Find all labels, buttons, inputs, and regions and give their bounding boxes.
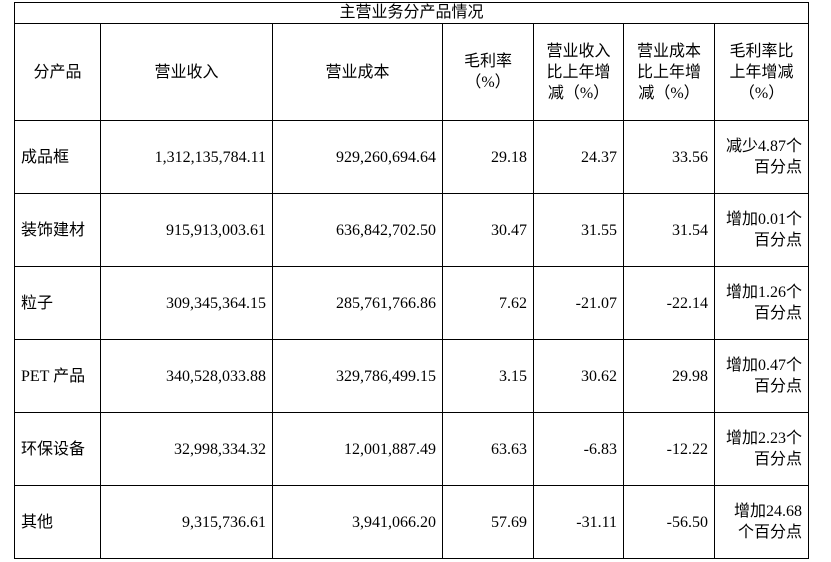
- header-cell: 毛利率（%）: [442, 23, 534, 121]
- header-cell: 分产品: [14, 23, 101, 121]
- header-cell: 营业成本: [272, 23, 443, 121]
- table-cell: 粒子: [14, 266, 101, 340]
- table-row: 环保设备 32,998,334.32 12,001,887.49 63.63 -6.83…: [14, 412, 810, 486]
- table-cell: 30.62: [533, 339, 624, 413]
- table-cell: 57.69: [442, 485, 534, 559]
- table-cell: 9,315,736.61: [100, 485, 273, 559]
- table-cell: -21.07: [533, 266, 624, 340]
- table-cell: 12,001,887.49: [272, 412, 443, 486]
- table-cell: 31.55: [533, 193, 624, 267]
- table-row: PET 产品 340,528,033.88 329,786,499.15 3.15 30…: [14, 339, 810, 413]
- table-cell: 1,312,135,784.11: [100, 120, 273, 194]
- table-cell: 增加0.47个百分点: [713, 339, 810, 413]
- table-cell: 340,528,033.88: [100, 339, 273, 413]
- header-cell: 营业收入: [100, 23, 273, 121]
- table-cell: 装饰建材: [14, 193, 101, 267]
- table-row: 成品框 1,312,135,784.11 929,260,694.64 29.18 24…: [14, 120, 810, 194]
- header-cell: 毛利率比上年增减（%）: [713, 23, 810, 121]
- table-cell: 30.47: [442, 193, 534, 267]
- table-cell: 增加1.26个百分点: [713, 266, 810, 340]
- table-cell: 环保设备: [14, 412, 101, 486]
- table-cell: -22.14: [623, 266, 715, 340]
- table-cell: PET 产品: [14, 339, 101, 413]
- table-row: 粒子 309,345,364.15 285,761,766.86 7.62 -21.07…: [14, 266, 810, 340]
- product-table: 主营业务分产品情况 分产品 营业收入 营业成本 毛利率（%） 营业收入比上年增减（%）营…: [13, 2, 810, 559]
- table-cell: 29.98: [623, 339, 715, 413]
- table-row: 其他 9,315,736.61 3,941,066.20 57.69 -31.11 -56…: [14, 485, 810, 559]
- table-body: 成品框 1,312,135,784.11 929,260,694.64 29.18 24…: [14, 120, 810, 559]
- table-cell: 3.15: [442, 339, 534, 413]
- table-cell: 7.62: [442, 266, 534, 340]
- table-cell: 24.37: [533, 120, 624, 194]
- table-cell: 63.63: [442, 412, 534, 486]
- table-cell: 29.18: [442, 120, 534, 194]
- table-row: 装饰建材 915,913,003.61 636,842,702.50 30.47 31.…: [14, 193, 810, 267]
- table-cell: 32,998,334.32: [100, 412, 273, 486]
- table-cell: 929,260,694.64: [272, 120, 443, 194]
- table-cell: 增加2.23个百分点: [713, 412, 810, 486]
- table-cell: 309,345,364.15: [100, 266, 273, 340]
- header-cell: 营业收入比上年增减（%）: [533, 23, 624, 121]
- table-cell: 增加0.01个百分点: [713, 193, 810, 267]
- table-cell: 31.54: [623, 193, 715, 267]
- table-cell: 33.56: [623, 120, 715, 194]
- table-cell: 减少4.87个百分点: [713, 120, 810, 194]
- header-cell: 营业成本比上年增减（%）: [623, 23, 715, 121]
- title-row: 主营业务分产品情况: [13, 2, 810, 24]
- table-cell: 915,913,003.61: [100, 193, 273, 267]
- table-cell: 285,761,766.86: [272, 266, 443, 340]
- table-cell: 329,786,499.15: [272, 339, 443, 413]
- table-cell: -56.50: [623, 485, 715, 559]
- table-cell: 成品框: [14, 120, 101, 194]
- table-cell: 636,842,702.50: [272, 193, 443, 267]
- table-cell: -6.83: [533, 412, 624, 486]
- table-title: 主营业务分产品情况: [13, 2, 810, 24]
- table-cell: 3,941,066.20: [272, 485, 443, 559]
- table-cell: 其他: [14, 485, 101, 559]
- table-cell: -31.11: [533, 485, 624, 559]
- table-cell: -12.22: [623, 412, 715, 486]
- header-row: 分产品 营业收入 营业成本 毛利率（%） 营业收入比上年增减（%） 营业成本比上年增减（%…: [14, 23, 810, 121]
- table-cell: 增加24.68个百分点: [713, 485, 810, 559]
